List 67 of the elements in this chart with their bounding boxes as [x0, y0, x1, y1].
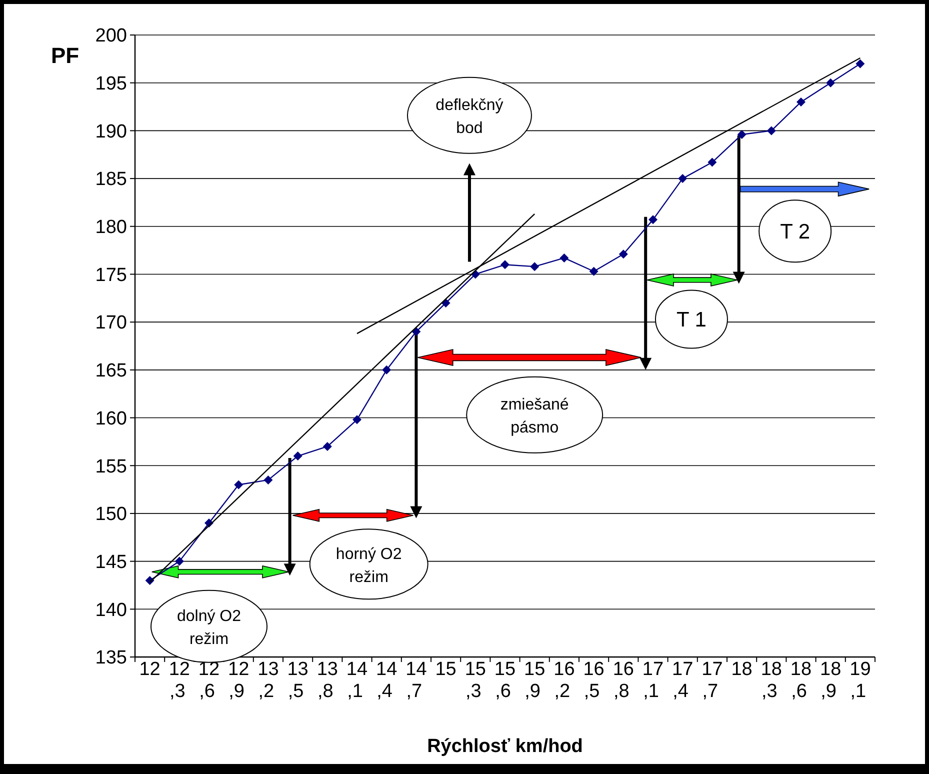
point [234, 480, 244, 490]
x-tick-label: 13,2 [258, 659, 279, 702]
x-tick-label: 13,8 [316, 659, 338, 702]
y-tick-label: 140 [95, 600, 127, 621]
x-tick-label: 12,3 [168, 659, 190, 702]
annotation: deflekčný bod [436, 96, 504, 137]
point [322, 442, 332, 451]
x-tick-label: 15,3 [464, 659, 486, 702]
x-tick-label: 15,9 [524, 659, 546, 702]
annotation: dolný O2 režim [176, 608, 242, 648]
x-axis-title: Rýchlosť km/hod [427, 736, 583, 757]
point [560, 253, 569, 262]
y-tick-label: 155 [95, 456, 127, 478]
y-tick-label: 160 [95, 408, 127, 430]
annotation: zmiešané pásmo [500, 396, 569, 436]
point [174, 556, 184, 566]
point [737, 130, 746, 140]
y-tick-label: 175 [95, 264, 127, 286]
x-tick-label: 12,6 [198, 659, 220, 702]
point [352, 415, 362, 424]
point [530, 262, 540, 272]
y-tick-label: 170 [95, 312, 127, 334]
x-tick-label: 17,1 [642, 659, 664, 702]
point [618, 250, 628, 259]
point [293, 452, 302, 461]
y-tick-label: 150 [95, 504, 127, 526]
x-tick-label: 13,5 [287, 659, 308, 702]
point [708, 158, 717, 167]
x-tick-label: 18,6 [790, 659, 812, 702]
x-tick-label: 12,9 [228, 659, 250, 702]
x-tick-label: 17,7 [702, 659, 723, 702]
annotation: T 1 [676, 308, 706, 332]
y-tick-label: 190 [95, 121, 127, 142]
point [500, 260, 510, 270]
x-tick-label: 18,9 [820, 659, 842, 702]
x-tick-label: 17,4 [672, 659, 694, 702]
x-tick-label: 16,5 [583, 659, 604, 702]
x-tick-label: 14,1 [346, 659, 368, 702]
annotation: horný O2 režim [336, 546, 402, 586]
point [589, 266, 598, 276]
x-tick-label: 14,4 [376, 659, 398, 702]
point [382, 365, 392, 374]
point [264, 475, 273, 484]
x-tick-label: 18,3 [760, 659, 782, 702]
y-tick-label: 195 [95, 73, 127, 94]
y-tick-label: 145 [95, 552, 127, 573]
x-tick-label: 15,6 [494, 659, 516, 702]
y-tick-label: 180 [95, 217, 127, 238]
y-tick-label: 185 [95, 169, 127, 190]
point [678, 174, 688, 184]
x-tick-label: 16,8 [612, 659, 634, 702]
y-tick-label: 165 [95, 360, 127, 382]
point [796, 97, 806, 106]
x-tick-label: 18 [731, 659, 752, 680]
x-tick-label: 12 [139, 659, 160, 680]
y-axis-title: PF [50, 43, 80, 68]
x-tick-label: 14,7 [406, 659, 428, 702]
x-tick-label: 19,1 [850, 659, 871, 702]
point [856, 59, 865, 68]
y-tick-label: 200 [95, 26, 127, 47]
point [826, 78, 836, 88]
point [648, 215, 658, 224]
y-tick-label: 135 [95, 648, 127, 669]
point [766, 126, 776, 136]
x-tick-label: 15 [435, 659, 456, 680]
x-tick-label: 16,2 [554, 659, 575, 702]
annotation: T 2 [780, 220, 810, 244]
